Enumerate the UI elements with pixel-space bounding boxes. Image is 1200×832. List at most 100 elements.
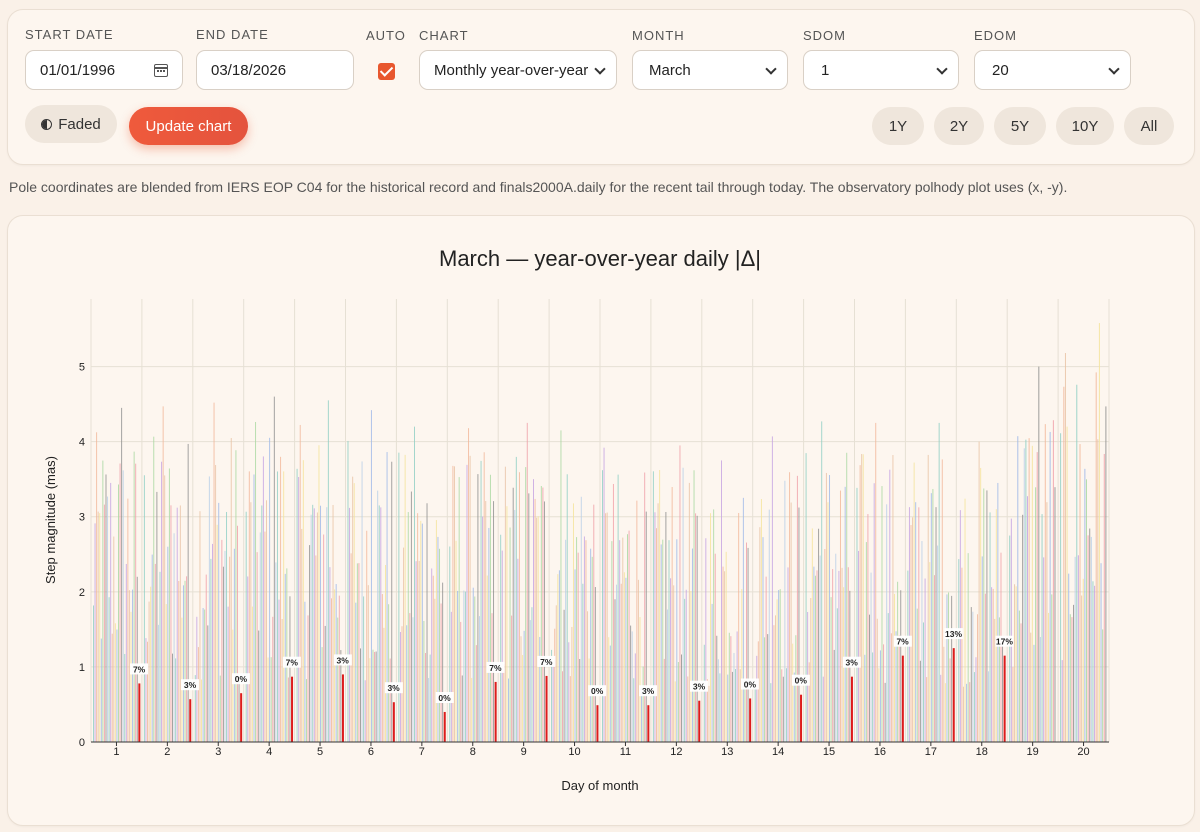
range-button-5y[interactable]: 5Y xyxy=(994,107,1046,145)
background-year-bar xyxy=(781,669,783,742)
background-year-bar xyxy=(1068,573,1070,742)
background-year-bar xyxy=(606,512,608,742)
background-year-bar xyxy=(767,634,769,742)
background-year-bar xyxy=(959,510,961,742)
background-year-bar xyxy=(572,503,574,742)
background-year-bar xyxy=(612,483,614,742)
month-select[interactable]: March xyxy=(632,50,788,90)
auto-checkbox[interactable] xyxy=(378,63,395,80)
end-date-input[interactable]: 03/18/2026 xyxy=(196,50,354,90)
range-button-2y[interactable]: 2Y xyxy=(934,107,984,145)
background-year-bar xyxy=(948,592,950,742)
update-chart-button[interactable]: Update chart xyxy=(129,107,248,145)
background-year-bar xyxy=(453,466,455,742)
background-year-bar xyxy=(580,496,582,742)
background-year-bar xyxy=(329,567,331,742)
background-year-bar xyxy=(175,658,177,742)
background-year-bar xyxy=(1095,372,1097,742)
percentile-label-box xyxy=(435,692,454,703)
background-year-bar xyxy=(654,512,656,742)
background-year-bar xyxy=(881,486,883,742)
sdom-value: 1 xyxy=(821,61,830,79)
background-year-bar xyxy=(830,597,832,742)
background-year-bar xyxy=(233,548,235,742)
calendar-icon[interactable] xyxy=(154,64,168,77)
background-year-bar xyxy=(97,511,99,742)
x-tick-label: 14 xyxy=(772,746,784,758)
edom-select[interactable]: 20 xyxy=(974,50,1131,90)
percentile-label: 17% xyxy=(996,637,1013,647)
background-year-bar xyxy=(259,532,261,742)
background-year-bar xyxy=(512,487,514,742)
background-year-bar xyxy=(96,432,98,742)
background-year-bar xyxy=(633,678,635,742)
current-year-bar xyxy=(443,711,446,742)
background-year-bar xyxy=(537,516,539,742)
background-year-bar xyxy=(1014,584,1016,742)
background-year-bar xyxy=(725,551,727,742)
background-year-bar xyxy=(522,655,524,742)
percentile-label: 0% xyxy=(235,674,248,684)
faded-toggle-button[interactable]: Faded xyxy=(25,105,117,143)
background-year-bar xyxy=(989,512,991,742)
background-year-bar xyxy=(714,553,716,742)
background-year-bar xyxy=(555,605,557,742)
background-year-bar xyxy=(585,540,587,742)
background-year-bar xyxy=(324,625,326,742)
background-year-bar xyxy=(688,482,690,742)
percentile-label-box xyxy=(282,656,301,668)
background-year-bar xyxy=(1051,594,1053,742)
background-year-bar xyxy=(540,485,542,742)
current-year-bar xyxy=(189,699,192,742)
range-button-all[interactable]: All xyxy=(1124,107,1174,145)
background-year-bar xyxy=(693,470,695,742)
background-year-bar xyxy=(969,682,971,742)
background-year-bar xyxy=(525,467,527,742)
background-year-bar xyxy=(280,456,282,742)
background-year-bar xyxy=(824,549,826,742)
range-button-10y[interactable]: 10Y xyxy=(1056,107,1114,145)
range-button-1y[interactable]: 1Y xyxy=(872,107,924,145)
background-year-bar xyxy=(927,454,929,742)
background-year-bar xyxy=(944,683,946,742)
background-year-bar xyxy=(173,533,175,742)
background-year-bar xyxy=(534,498,536,742)
background-year-bar xyxy=(1035,487,1037,742)
background-year-bar xyxy=(998,617,1000,742)
background-year-bar xyxy=(296,468,298,742)
background-year-bar xyxy=(552,666,554,742)
background-year-bar xyxy=(657,503,659,742)
chart-type-select[interactable]: Monthly year-over-year xyxy=(419,50,617,90)
sdom-select[interactable]: 1 xyxy=(803,50,959,90)
x-tick-label: 3 xyxy=(215,746,221,758)
background-year-bar xyxy=(841,567,843,742)
background-year-bar xyxy=(1103,453,1105,742)
background-year-bar xyxy=(250,502,252,742)
x-tick-label: 11 xyxy=(620,746,631,758)
background-year-bar xyxy=(1041,514,1043,742)
background-year-bar xyxy=(461,675,463,742)
background-year-bar xyxy=(861,454,863,742)
background-year-bar xyxy=(645,511,647,742)
background-year-bar xyxy=(145,638,147,742)
background-year-bar xyxy=(148,601,150,742)
background-year-bar xyxy=(154,563,156,742)
background-year-bar xyxy=(323,534,325,742)
background-year-bar xyxy=(735,669,737,742)
x-tick-label: 16 xyxy=(874,746,886,758)
background-year-bar xyxy=(275,562,277,742)
background-year-bar xyxy=(696,515,698,742)
background-year-bar xyxy=(213,402,215,742)
background-year-bar xyxy=(216,524,218,742)
background-year-bar xyxy=(159,571,161,742)
start-date-input[interactable]: 01/01/1996 xyxy=(25,50,183,90)
background-year-bar xyxy=(835,553,837,742)
background-year-bar xyxy=(703,644,705,742)
background-year-bar xyxy=(754,683,756,742)
background-year-bar xyxy=(674,681,676,742)
background-year-bar xyxy=(847,567,849,742)
background-year-bar xyxy=(178,581,180,742)
background-year-bar xyxy=(165,604,167,742)
background-year-bar xyxy=(150,586,152,742)
background-year-bar xyxy=(128,590,130,742)
